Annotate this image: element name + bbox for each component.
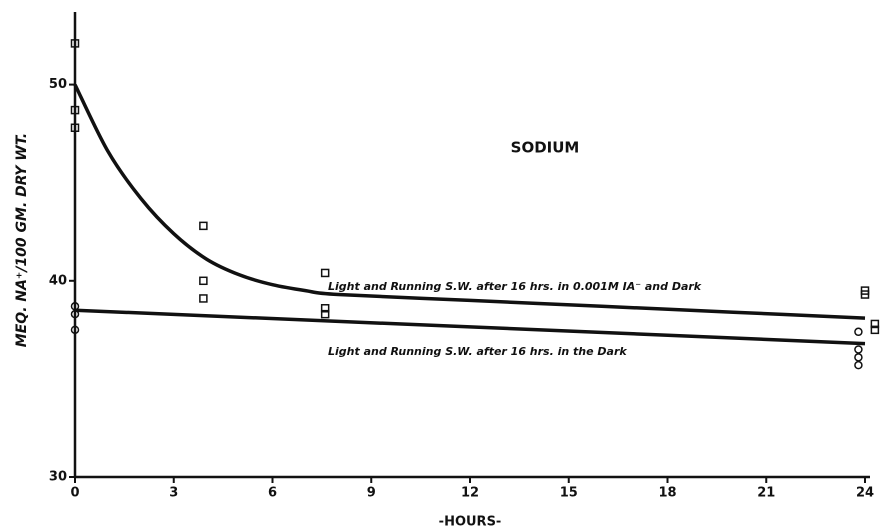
y-tick-label: 40 — [49, 273, 67, 288]
x-axis-label: -HOURS- — [439, 515, 502, 530]
y-tick-label: 30 — [49, 470, 67, 485]
data-point — [870, 325, 880, 335]
data-point — [860, 290, 870, 299]
data-point — [854, 353, 863, 362]
y-tick-label: 50 — [49, 77, 67, 92]
data-point — [854, 345, 863, 354]
data-point — [70, 123, 80, 133]
x-tick-label: 18 — [658, 486, 676, 501]
data-point — [870, 319, 880, 329]
data-point — [70, 39, 80, 48]
data-point — [70, 302, 80, 311]
data-point — [199, 294, 208, 303]
x-tick-label: 24 — [856, 486, 874, 501]
data-point — [854, 327, 863, 337]
x-tick-label: 15 — [560, 486, 578, 501]
data-point — [320, 304, 330, 313]
annotation: Light and Running S.W. after 16 hrs. in … — [328, 280, 702, 293]
x-tick-label: 12 — [461, 486, 479, 501]
fit-line — [73, 83, 866, 320]
x-tick-label: 6 — [268, 486, 277, 501]
x-tick-label: 9 — [367, 486, 376, 501]
y-axis-label: MEQ. NA⁺/100 GM. DRY WT. — [14, 133, 30, 347]
chart-title: SODIUM — [511, 139, 580, 157]
fit-line — [74, 308, 866, 346]
data-point — [199, 221, 208, 231]
data-point — [320, 268, 330, 278]
x-tick-label: 21 — [757, 486, 775, 501]
data-point — [70, 105, 80, 115]
data-point — [320, 309, 330, 319]
data-point — [70, 325, 80, 335]
data-point — [199, 276, 208, 286]
x-tick-label: 3 — [169, 486, 178, 501]
x-tick-label: 0 — [70, 486, 79, 501]
data-point — [854, 360, 863, 370]
annotation: Light and Running S.W. after 16 hrs. in … — [328, 345, 627, 358]
